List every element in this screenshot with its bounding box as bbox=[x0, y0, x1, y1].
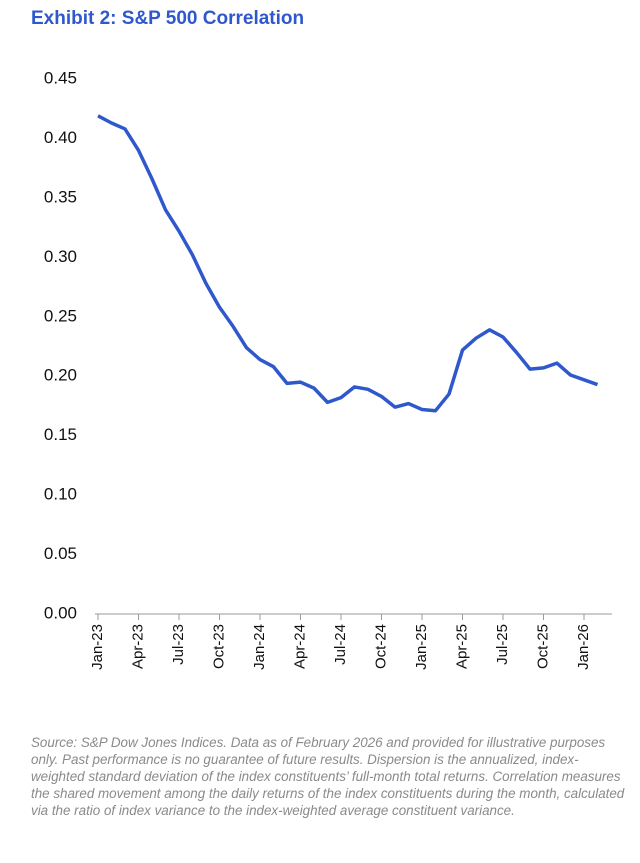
y-tick-label: 0.00 bbox=[44, 603, 77, 622]
y-tick-label: 0.35 bbox=[44, 187, 77, 206]
y-tick-label: 0.05 bbox=[44, 544, 77, 563]
x-tick-label: Apr-24 bbox=[291, 624, 308, 669]
x-tick-label: Jul-23 bbox=[170, 624, 187, 665]
x-tick-label: Jan-25 bbox=[413, 624, 430, 670]
footnote: Source: S&P Dow Jones Indices. Data as o… bbox=[31, 735, 625, 818]
x-tick-label: Oct-23 bbox=[210, 624, 227, 669]
x-tick-label: Apr-23 bbox=[129, 624, 146, 669]
x-tick-label: Jan-23 bbox=[89, 624, 106, 670]
x-tick-label: Jul-25 bbox=[494, 624, 511, 665]
x-tick-label: Oct-24 bbox=[372, 624, 389, 669]
x-tick-label: Jul-24 bbox=[332, 624, 349, 665]
chart: Exhibit 2: S&P 500 Correlation 0.00 0.05 0… bbox=[31, 8, 612, 670]
x-tick-label: Jan-26 bbox=[575, 624, 592, 670]
line bbox=[97, 114, 599, 413]
chart-title: Exhibit 2: S&P 500 Correlation bbox=[31, 8, 304, 29]
y-tick-label: 0.20 bbox=[44, 366, 77, 385]
y-tick-label: 0.45 bbox=[44, 68, 77, 87]
y-tick-label: 0.15 bbox=[44, 425, 77, 444]
x-tick-label: Apr-25 bbox=[453, 624, 470, 669]
x-tick-label: Oct-25 bbox=[534, 624, 551, 669]
y-tick-label: 0.40 bbox=[44, 128, 77, 147]
y-tick-label: 0.30 bbox=[44, 247, 77, 266]
y-tick-label: 0.25 bbox=[44, 306, 77, 325]
y-tick-label: 0.10 bbox=[44, 485, 77, 504]
x-tick-label: Jan-24 bbox=[251, 624, 268, 670]
